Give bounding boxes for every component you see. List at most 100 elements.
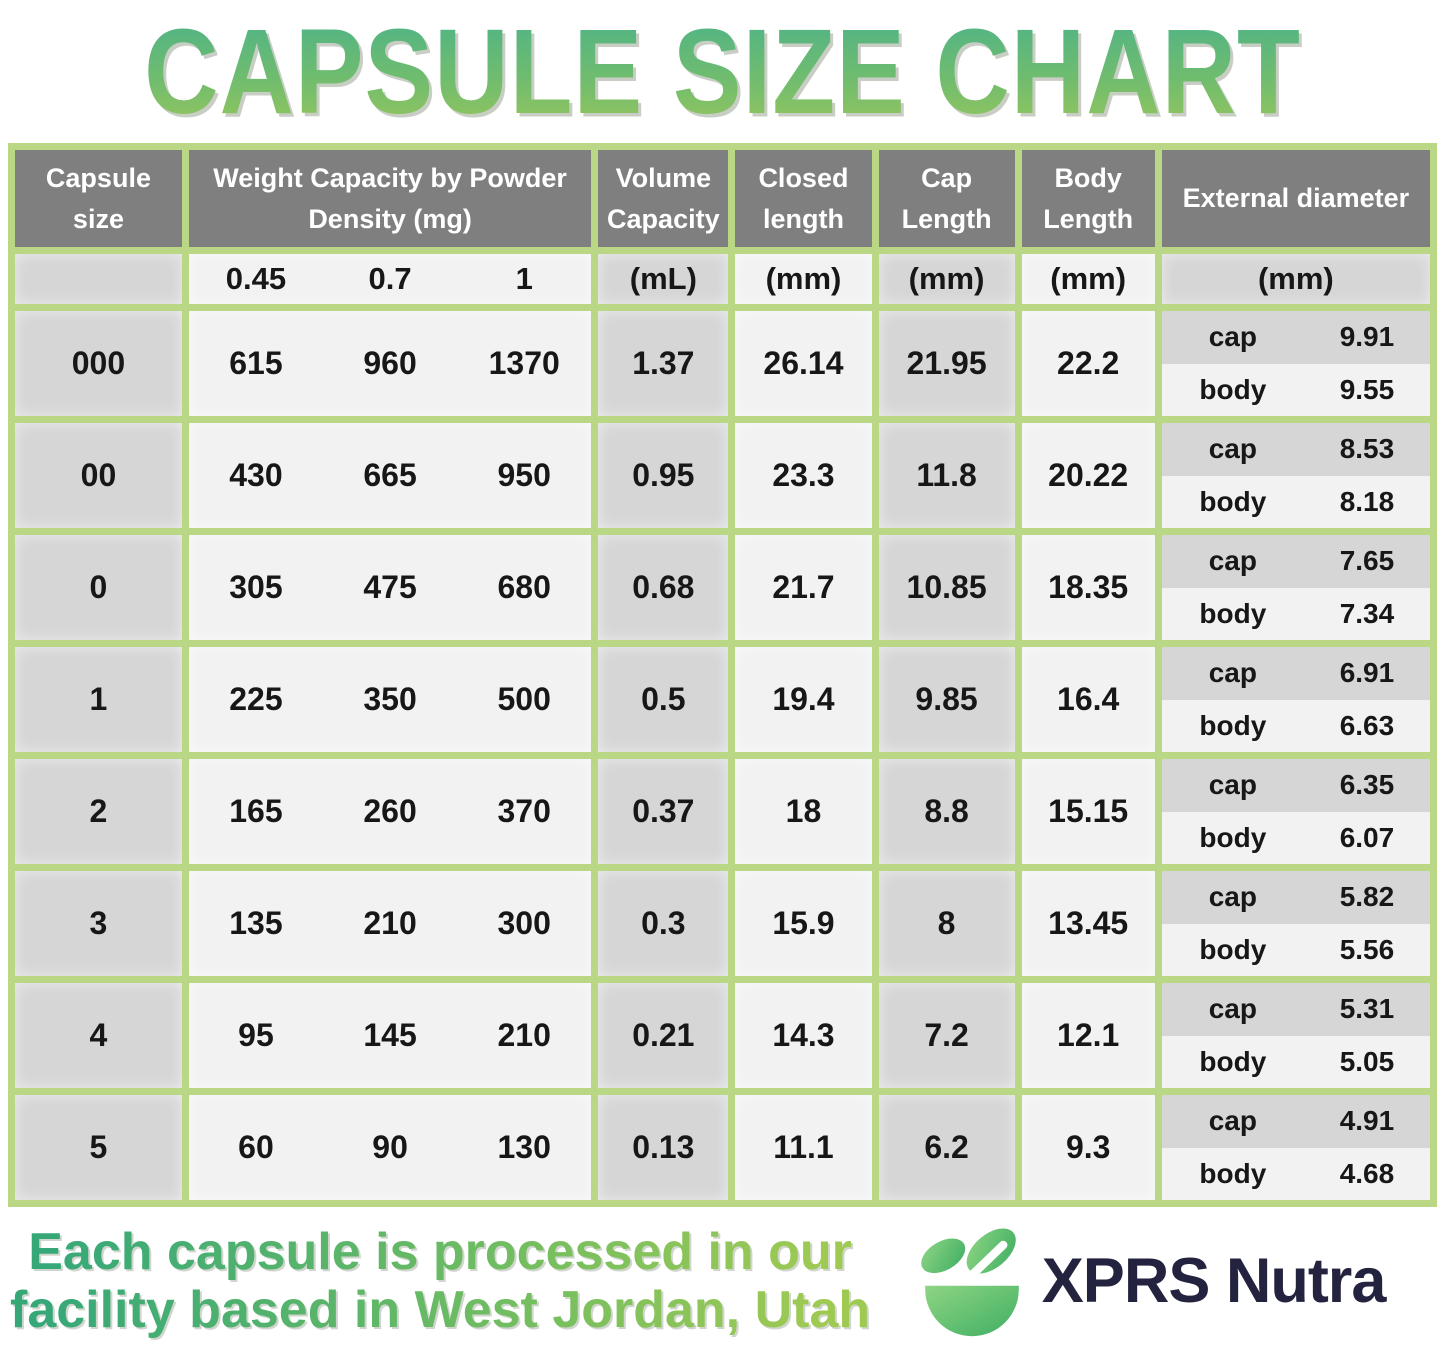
body-length-value: 20.22 [1021, 423, 1155, 528]
cap-length-value: 10.85 [878, 535, 1015, 640]
weight-at-045-density: 305 [229, 569, 283, 605]
body-label: body [1199, 933, 1267, 965]
weight-at-07-density: 210 [363, 905, 417, 941]
body-diameter-value: 8.18 [1339, 485, 1395, 517]
tagline: Each capsule is processed in our facilit… [10, 1223, 870, 1339]
capsule-size-value: 4 [15, 983, 182, 1088]
body-label: body [1199, 373, 1267, 405]
cap-label: cap [1208, 433, 1257, 465]
units-closed-length: (mm) [735, 254, 872, 304]
capsule-size-value: 1 [15, 647, 182, 752]
weight-at-07-density: 960 [363, 345, 417, 381]
weight-at-07-density: 260 [363, 793, 417, 829]
body-diameter-value: 4.68 [1339, 1157, 1395, 1189]
body-length-value: 13.45 [1021, 871, 1155, 976]
external-diameter-cap-row: cap 6.91 [1161, 647, 1430, 700]
cap-label: cap [1208, 881, 1257, 913]
body-diameter-value: 5.56 [1339, 933, 1395, 965]
body-label: body [1199, 821, 1267, 853]
cap-diameter-value: 6.91 [1339, 657, 1395, 689]
col-header-weight-capacity: Weight Capacity by Powder Density (mg) [188, 150, 592, 247]
volume-capacity-value: 0.68 [598, 535, 729, 640]
external-diameter-cap-row: cap 7.65 [1161, 535, 1430, 588]
external-diameter-body-row: body 7.34 [1161, 587, 1430, 640]
weight-capacity-values: 135 210 300 [188, 871, 592, 976]
capsule-size-value: 000 [15, 311, 182, 416]
external-diameter-cap-row: cap 5.31 [1161, 983, 1430, 1036]
weight-at-1-density: 130 [497, 1129, 551, 1165]
col-header-external-diameter: External diameter [1161, 150, 1430, 247]
brand-name: XPRS Nutra [1041, 1246, 1387, 1316]
cap-length-value: 6.2 [878, 1095, 1015, 1200]
units-external-diameter: (mm) [1161, 254, 1430, 304]
col-header-volume-capacity: Volume Capacity [598, 150, 729, 247]
col-header-capsule-size: Capsule size [15, 150, 182, 247]
page-title: CAPSULE SIZE CHART [0, 0, 1445, 164]
cap-diameter-value: 5.82 [1339, 881, 1395, 913]
weight-at-1-density: 950 [497, 457, 551, 493]
weight-at-1-density: 370 [497, 793, 551, 829]
closed-length-value: 23.3 [735, 423, 872, 528]
external-diameter-cell: cap 9.91 body 9.55 [1161, 311, 1430, 416]
weight-at-07-density: 665 [363, 457, 417, 493]
cap-label: cap [1208, 1105, 1257, 1137]
col-header-closed-length: Closed length [735, 150, 872, 247]
cap-length-value: 8.8 [878, 759, 1015, 864]
volume-capacity-value: 0.37 [598, 759, 729, 864]
capsule-size-value: 3 [15, 871, 182, 976]
capsule-size-value: 5 [15, 1095, 182, 1200]
body-label: body [1199, 597, 1267, 629]
external-diameter-cap-row: cap 6.35 [1161, 759, 1430, 812]
cap-diameter-value: 9.91 [1339, 321, 1395, 353]
body-label: body [1199, 1045, 1267, 1077]
cap-length-value: 21.95 [878, 311, 1015, 416]
external-diameter-cell: cap 6.91 body 6.63 [1161, 647, 1430, 752]
weight-at-1-density: 1370 [488, 345, 560, 381]
external-diameter-cell: cap 5.82 body 5.56 [1161, 871, 1430, 976]
cap-diameter-value: 4.91 [1339, 1105, 1395, 1137]
closed-length-value: 19.4 [735, 647, 872, 752]
tagline-line-2: facility based in West Jordan, Utah [10, 1281, 871, 1339]
units-powder-densities: 0.45 0.7 1 [188, 254, 592, 304]
external-diameter-cell: cap 7.65 body 7.34 [1161, 535, 1430, 640]
cap-diameter-value: 7.65 [1339, 545, 1395, 577]
external-diameter-cap-row: cap 8.53 [1161, 423, 1430, 476]
units-body-length: (mm) [1021, 254, 1155, 304]
brand-logo: XPRS Nutra [870, 1221, 1427, 1341]
weight-at-1-density: 500 [497, 681, 551, 717]
weight-at-07-density: 90 [372, 1129, 408, 1165]
closed-length-value: 11.1 [735, 1095, 872, 1200]
weight-at-045-density: 60 [238, 1129, 274, 1165]
cap-diameter-value: 8.53 [1339, 433, 1395, 465]
weight-at-045-density: 430 [229, 457, 283, 493]
external-diameter-cap-row: cap 5.82 [1161, 871, 1430, 924]
external-diameter-cap-row: cap 4.91 [1161, 1095, 1430, 1148]
size-table: Capsule size Weight Capacity by Powder D… [8, 143, 1437, 1207]
body-label: body [1199, 1157, 1267, 1189]
volume-capacity-value: 0.3 [598, 871, 729, 976]
capsule-size-value: 2 [15, 759, 182, 864]
body-diameter-value: 9.55 [1339, 373, 1395, 405]
weight-capacity-values: 615 960 1370 [188, 311, 592, 416]
weight-at-1-density: 300 [497, 905, 551, 941]
weight-at-07-density: 350 [363, 681, 417, 717]
weight-at-045-density: 165 [229, 793, 283, 829]
density-value-045: 0.45 [225, 261, 287, 296]
volume-capacity-value: 1.37 [598, 311, 729, 416]
weight-at-045-density: 135 [229, 905, 283, 941]
external-diameter-cap-row: cap 9.91 [1161, 311, 1430, 364]
external-diameter-body-row: body 5.56 [1161, 923, 1430, 976]
body-label: body [1199, 485, 1267, 517]
capsule-size-value: 00 [15, 423, 182, 528]
external-diameter-body-row: body 8.18 [1161, 475, 1430, 528]
volume-capacity-value: 0.5 [598, 647, 729, 752]
capsule-size-value: 0 [15, 535, 182, 640]
external-diameter-body-row: body 9.55 [1161, 363, 1430, 416]
units-capsule-size-empty [15, 254, 182, 304]
external-diameter-cell: cap 5.31 body 5.05 [1161, 983, 1430, 1088]
cap-length-value: 8 [878, 871, 1015, 976]
cap-length-value: 9.85 [878, 647, 1015, 752]
weight-capacity-values: 430 665 950 [188, 423, 592, 528]
weight-capacity-values: 165 260 370 [188, 759, 592, 864]
external-diameter-cell: cap 8.53 body 8.18 [1161, 423, 1430, 528]
